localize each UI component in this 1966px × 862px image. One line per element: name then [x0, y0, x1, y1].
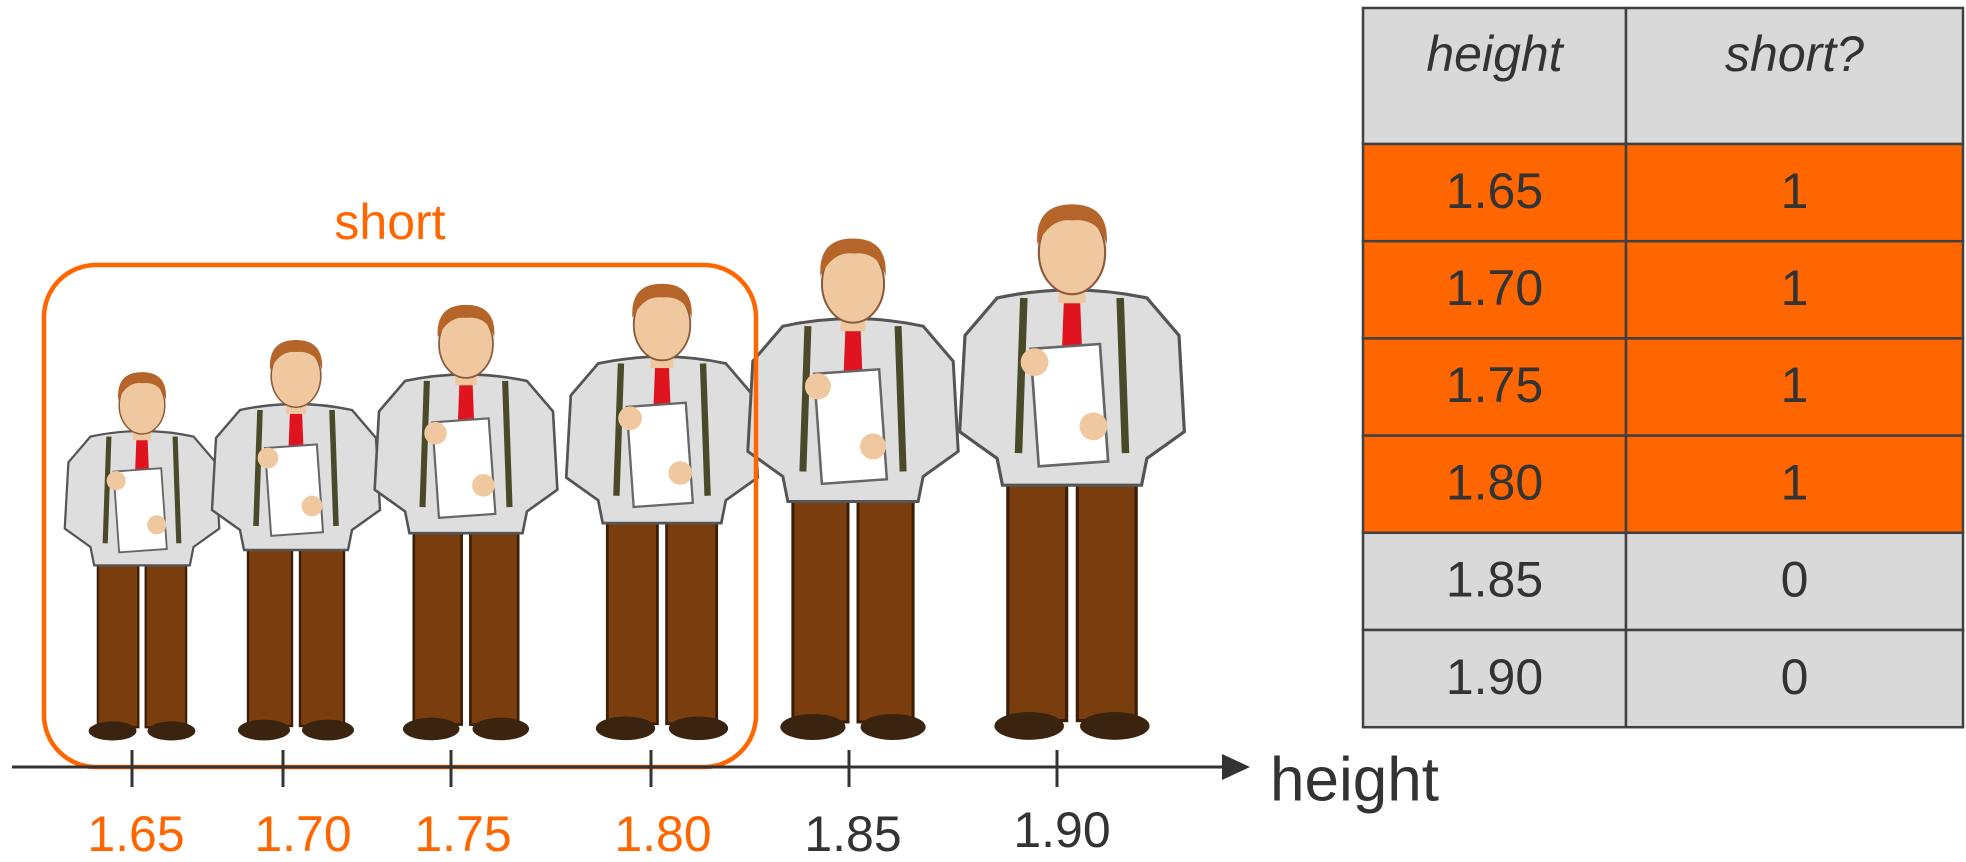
axis-arrow: [1222, 754, 1250, 780]
cell-text: 1.85: [1446, 552, 1543, 608]
cell-text: 1: [1781, 260, 1809, 316]
cell: [1624, 239, 1965, 340]
cell: [1361, 239, 1628, 340]
tick-label: 1.80: [614, 806, 711, 862]
tick-label: 1.75: [414, 806, 511, 862]
person: [65, 372, 220, 740]
cell-text: 1.75: [1446, 357, 1543, 413]
cell: [1624, 142, 1965, 243]
header-text: height: [1426, 26, 1564, 82]
cell-text: 0: [1781, 649, 1809, 705]
cell: [1624, 531, 1965, 632]
cell: [1624, 337, 1965, 437]
tick-label: 1.70: [254, 806, 351, 862]
cell: [1624, 434, 1965, 535]
cell: [1361, 531, 1628, 632]
person: [960, 204, 1185, 740]
axis-label: height: [1270, 745, 1439, 814]
ticks: 1.65 1.70 1.75 1.80 1.85 1.90: [87, 750, 1111, 862]
table: height short? 1.65 1 1.70 1 1.75 1 1.80 1 1.85 0 1.9…: [1361, 6, 1965, 729]
cell: [1361, 628, 1628, 729]
cell-text: 1: [1781, 357, 1809, 413]
person: [212, 340, 380, 740]
cell-text: 1.70: [1446, 260, 1543, 316]
cell-text: 1.65: [1446, 163, 1543, 219]
cell: [1361, 434, 1628, 535]
person: [748, 238, 958, 740]
header-text: short?: [1725, 26, 1864, 82]
header-cell: [1624, 6, 1965, 146]
person: [375, 305, 558, 740]
cell-text: 1.80: [1446, 454, 1543, 510]
tick-label: 1.85: [804, 806, 901, 862]
cell: [1361, 337, 1628, 437]
people: [65, 204, 1185, 740]
cell: [1624, 628, 1965, 729]
person: [566, 284, 758, 740]
cell-text: 1.90: [1446, 649, 1543, 705]
cell: [1361, 142, 1628, 243]
cell-text: 1: [1781, 163, 1809, 219]
tick-label: 1.65: [87, 806, 184, 862]
tick-label: 1.90: [1013, 802, 1110, 858]
cell-text: 1: [1781, 454, 1809, 510]
cell-text: 0: [1781, 552, 1809, 608]
group-label: short: [334, 194, 445, 250]
